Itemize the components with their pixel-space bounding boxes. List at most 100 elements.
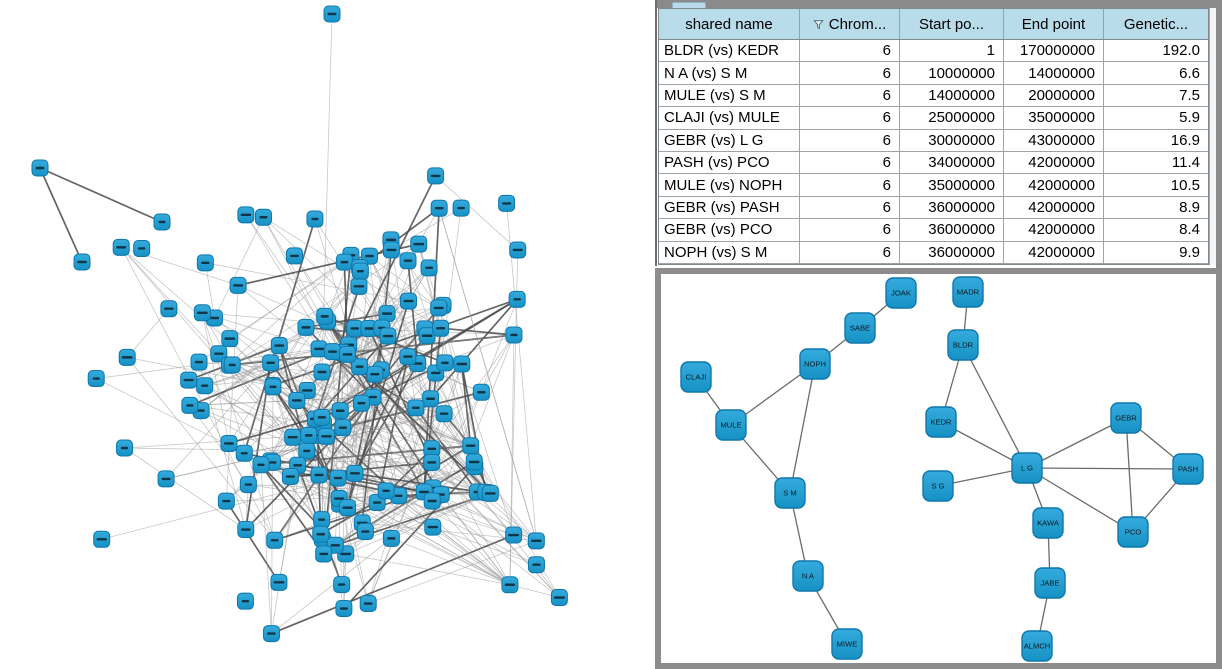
network-node[interactable] <box>153 213 171 231</box>
node-kedr[interactable]: KEDR <box>925 406 957 438</box>
network-node[interactable] <box>116 439 134 457</box>
table-cell[interactable]: 192.0 <box>1104 40 1208 63</box>
table-cell[interactable]: 6 <box>800 129 900 152</box>
cell-shared-name[interactable]: MULE (vs) NOPH <box>659 174 800 197</box>
table-cell[interactable]: 36000000 <box>900 219 1004 242</box>
table-cell[interactable]: 6 <box>800 151 900 175</box>
network-node[interactable] <box>285 247 303 265</box>
cell-shared-name[interactable]: BLDR (vs) KEDR <box>659 40 800 63</box>
table-cell[interactable]: 170000000 <box>1004 40 1104 63</box>
network-node[interactable] <box>436 354 454 372</box>
cell-shared-name[interactable]: GEBR (vs) L G <box>659 129 800 152</box>
network-node[interactable] <box>407 399 425 417</box>
network-node[interactable] <box>281 468 299 486</box>
node-l-g[interactable]: L G <box>1011 452 1043 484</box>
table-row[interactable]: MULE (vs) NOPH 6 35000000 42000000 10.5 <box>659 174 1208 197</box>
table-cell[interactable]: 7.5 <box>1104 85 1208 108</box>
network-node[interactable] <box>527 556 545 574</box>
network-node[interactable] <box>73 253 91 271</box>
network-node[interactable] <box>316 307 334 325</box>
network-node[interactable] <box>310 466 328 484</box>
table-cell[interactable]: 6.6 <box>1104 62 1208 85</box>
node-pash[interactable]: PASH <box>1172 453 1204 485</box>
table-row[interactable]: MULE (vs) S M 6 14000000 20000000 7.5 <box>659 84 1208 108</box>
cell-shared-name[interactable]: PASH (vs) PCO <box>659 151 800 175</box>
network-node[interactable] <box>157 470 175 488</box>
column-header-end-point[interactable]: End point <box>1004 9 1104 39</box>
network-node[interactable] <box>346 464 364 482</box>
filter-funnel-icon[interactable] <box>812 19 824 30</box>
network-node[interactable] <box>315 545 333 563</box>
table-cell[interactable]: 10000000 <box>900 62 1004 85</box>
table-row[interactable]: NOPH (vs) S M 6 36000000 42000000 9.9 <box>659 241 1208 264</box>
network-node[interactable] <box>378 305 396 323</box>
network-node[interactable] <box>424 518 442 536</box>
network-node[interactable] <box>300 426 318 444</box>
network-node[interactable] <box>453 355 471 373</box>
network-node[interactable] <box>190 353 208 371</box>
table-cell[interactable]: 6 <box>800 40 900 63</box>
network-node[interactable] <box>329 469 347 487</box>
network-node[interactable] <box>481 484 499 502</box>
table-row[interactable]: N A (vs) S M 6 10000000 14000000 6.6 <box>659 62 1208 85</box>
network-node[interactable] <box>266 531 284 549</box>
network-node[interactable] <box>133 239 151 257</box>
cell-shared-name[interactable]: GEBR (vs) PASH <box>659 196 800 220</box>
node-s-g[interactable]: S G <box>922 470 954 502</box>
table-cell[interactable]: 14000000 <box>900 84 1004 108</box>
network-node[interactable] <box>236 592 254 610</box>
network-node[interactable] <box>31 159 49 177</box>
table-cell[interactable]: 20000000 <box>1004 84 1104 108</box>
table-cell[interactable]: 8.4 <box>1104 219 1208 242</box>
network-node[interactable] <box>331 402 349 420</box>
network-node[interactable] <box>462 437 480 455</box>
column-header-chrom[interactable]: Chrom... <box>800 9 900 39</box>
table-cell[interactable]: 42000000 <box>1004 241 1104 264</box>
network-node[interactable] <box>339 499 357 517</box>
network-node[interactable] <box>423 453 441 471</box>
network-node[interactable] <box>217 492 235 510</box>
network-node[interactable] <box>498 194 516 212</box>
table-cell[interactable]: 42000000 <box>1004 219 1104 242</box>
table-cell[interactable]: 43000000 <box>1004 129 1104 152</box>
network-node[interactable] <box>254 208 272 226</box>
network-node[interactable] <box>338 345 356 363</box>
network-node[interactable] <box>335 253 353 271</box>
network-node[interactable] <box>324 343 342 361</box>
network-node[interactable] <box>112 238 130 256</box>
table-cell[interactable]: 34000000 <box>900 151 1004 175</box>
network-node[interactable] <box>334 419 352 437</box>
network-node[interactable] <box>335 600 353 618</box>
network-node[interactable] <box>351 358 369 376</box>
network-node[interactable] <box>313 363 331 381</box>
node-n-a[interactable]: N A <box>792 560 824 592</box>
table-cell[interactable]: 42000000 <box>1004 196 1104 220</box>
network-node[interactable] <box>220 434 238 452</box>
network-node[interactable] <box>252 456 270 474</box>
node-kawa[interactable]: KAWA <box>1032 507 1064 539</box>
table-cell[interactable]: 9.9 <box>1104 242 1208 264</box>
network-node[interactable] <box>382 529 400 547</box>
network-node[interactable] <box>193 304 211 322</box>
network-node[interactable] <box>262 625 280 643</box>
node-mule[interactable]: MULE <box>715 409 747 441</box>
table-cell[interactable]: 6 <box>800 84 900 108</box>
table-cell[interactable]: 10.5 <box>1104 174 1208 197</box>
network-node[interactable] <box>379 327 397 345</box>
table-cell[interactable]: 25000000 <box>900 107 1004 130</box>
table-cell[interactable]: 6 <box>800 107 900 130</box>
network-node[interactable] <box>346 319 364 337</box>
cell-shared-name[interactable]: GEBR (vs) PCO <box>659 219 800 242</box>
network-node[interactable] <box>262 354 280 372</box>
table-cell[interactable]: 35000000 <box>1004 107 1104 130</box>
network-node[interactable] <box>270 573 288 591</box>
network-node[interactable] <box>264 378 282 396</box>
network-node[interactable] <box>423 492 441 510</box>
node-sabe[interactable]: SABE <box>844 312 876 344</box>
table-tab-fragment[interactable] <box>672 2 706 8</box>
table-cell[interactable]: 16.9 <box>1104 130 1208 152</box>
network-node[interactable] <box>356 523 374 541</box>
table-cell[interactable]: 6 <box>800 219 900 242</box>
network-node[interactable] <box>180 371 198 389</box>
network-node[interactable] <box>210 345 228 363</box>
